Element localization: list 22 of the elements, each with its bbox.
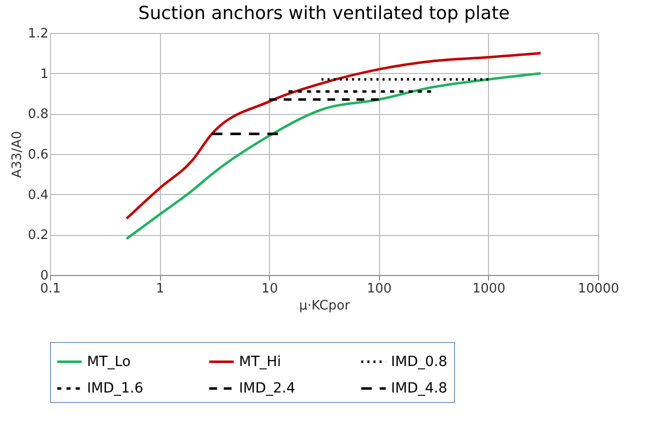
y-tick-label: 0 bbox=[40, 268, 48, 284]
x-tick-label: 10 bbox=[261, 282, 278, 296]
y-tick-label: 1.2 bbox=[28, 26, 48, 42]
x-tick-label: 1000 bbox=[472, 282, 506, 296]
y-tick-label: 0.6 bbox=[28, 148, 48, 162]
y-tick-label: 1 bbox=[40, 66, 48, 82]
legend-label: IMD_1.6 bbox=[87, 380, 144, 396]
legend-label: IMD_4.8 bbox=[391, 380, 448, 396]
x-tick-label: 0.1 bbox=[40, 282, 61, 296]
legend-label: MT_Hi bbox=[239, 354, 282, 370]
legend-label: MT_Lo bbox=[87, 354, 131, 370]
y-tick-label: 0.4 bbox=[28, 188, 48, 203]
y-axis-title: A33/A0 bbox=[10, 131, 25, 178]
chart-title: Suction anchors with ventilated top plate bbox=[138, 3, 510, 24]
legend-label: IMD_2.4 bbox=[239, 380, 296, 396]
legend-label: IMD_0.8 bbox=[391, 354, 448, 370]
y-tick-label: 0.2 bbox=[28, 228, 48, 244]
x-tick-label: 1 bbox=[156, 282, 164, 296]
x-axis-title: μ·KCpor bbox=[299, 298, 351, 314]
x-tick-label: 100 bbox=[366, 282, 392, 296]
x-tick-label: 10000 bbox=[578, 282, 620, 296]
y-tick-label: 0.8 bbox=[28, 107, 48, 122]
